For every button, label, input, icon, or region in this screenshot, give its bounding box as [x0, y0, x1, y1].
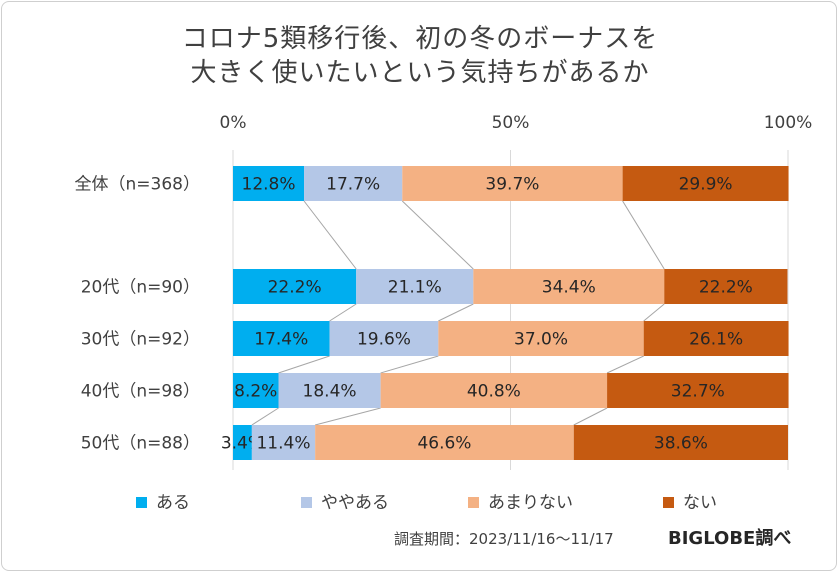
x-tick-label: 100%	[764, 113, 813, 133]
series-line	[606, 355, 644, 374]
bar-segment-4	[573, 425, 788, 460]
data-label: 21.1%	[388, 278, 442, 298]
bar-segment-2	[329, 321, 439, 356]
data-label: 12.8%	[242, 175, 296, 195]
data-label: 39.7%	[485, 175, 539, 195]
data-label: 22.2%	[268, 278, 322, 298]
bar-segment-3	[438, 321, 644, 356]
data-label: 40.8%	[467, 382, 521, 402]
category-label: 全体（n=368）	[75, 175, 200, 195]
series-line	[380, 355, 439, 374]
data-label: 37.0%	[514, 330, 568, 350]
series-line	[643, 303, 665, 322]
bar-segment-1	[233, 373, 279, 408]
data-label: 22.2%	[699, 278, 753, 298]
legend-label: ある	[156, 493, 190, 513]
series-line	[622, 200, 665, 270]
bar-segment-1	[233, 321, 330, 356]
data-label: 17.4%	[254, 330, 308, 350]
series-line	[329, 303, 357, 322]
x-tick-label: 0%	[220, 113, 247, 133]
data-label: 18.4%	[303, 382, 357, 402]
data-label: 26.1%	[689, 330, 743, 350]
bar-segment-4	[622, 166, 789, 201]
series-line	[573, 407, 608, 426]
legend-swatch	[301, 497, 312, 508]
bar-segment-2	[304, 166, 403, 201]
legend-label: ない	[683, 493, 717, 513]
x-tick-label: 50%	[492, 113, 530, 133]
data-label: 8.2%	[234, 382, 277, 402]
bar-segment-3	[402, 166, 623, 201]
data-label: 11.4%	[256, 434, 310, 454]
series-line	[315, 407, 381, 426]
data-label: 34.4%	[542, 278, 596, 298]
chart-title-line-1: コロナ5類移行後、初の冬のボーナスを	[181, 24, 659, 54]
legend-swatch	[136, 497, 147, 508]
data-label: 29.9%	[679, 175, 733, 195]
data-label: 17.7%	[326, 175, 380, 195]
chart-title-line-2: 大きく使いたいという気持ちがあるか	[190, 58, 650, 88]
data-label: 46.6%	[417, 434, 471, 454]
series-line	[303, 200, 357, 270]
bar-segment-1	[233, 425, 252, 460]
survey-period-note: 調査期間：2023/11/16〜11/17	[394, 530, 614, 548]
data-label: 38.6%	[654, 434, 708, 454]
legend-swatch	[468, 497, 479, 508]
category-label: 20代（n=90）	[81, 278, 200, 298]
data-label: 32.7%	[671, 382, 725, 402]
series-line	[401, 200, 474, 270]
bar-segment-4	[643, 321, 789, 356]
series-line	[278, 355, 330, 374]
legend-label: あまりない	[488, 493, 573, 513]
bar-segment-3	[473, 269, 665, 304]
bar-segment-3	[380, 373, 608, 408]
bar-segment-2	[251, 425, 316, 460]
bar-segment-4	[607, 373, 789, 408]
legend-label: ややある	[321, 493, 389, 513]
series-line	[438, 303, 474, 322]
source-brand: BIGLOBE調べ	[668, 528, 792, 549]
bar-segment-1	[233, 269, 357, 304]
bar-segment-1	[233, 166, 305, 201]
series-line	[251, 407, 279, 426]
bar-segment-3	[315, 425, 574, 460]
bar-segment-2	[356, 269, 474, 304]
category-label: 50代（n=88）	[81, 434, 200, 454]
data-label: 19.6%	[357, 330, 411, 350]
bar-segment-2	[278, 373, 381, 408]
category-label: 30代（n=92）	[81, 330, 200, 350]
category-label: 40代（n=98）	[81, 382, 200, 402]
bar-segment-4	[664, 269, 788, 304]
legend-swatch	[663, 497, 674, 508]
